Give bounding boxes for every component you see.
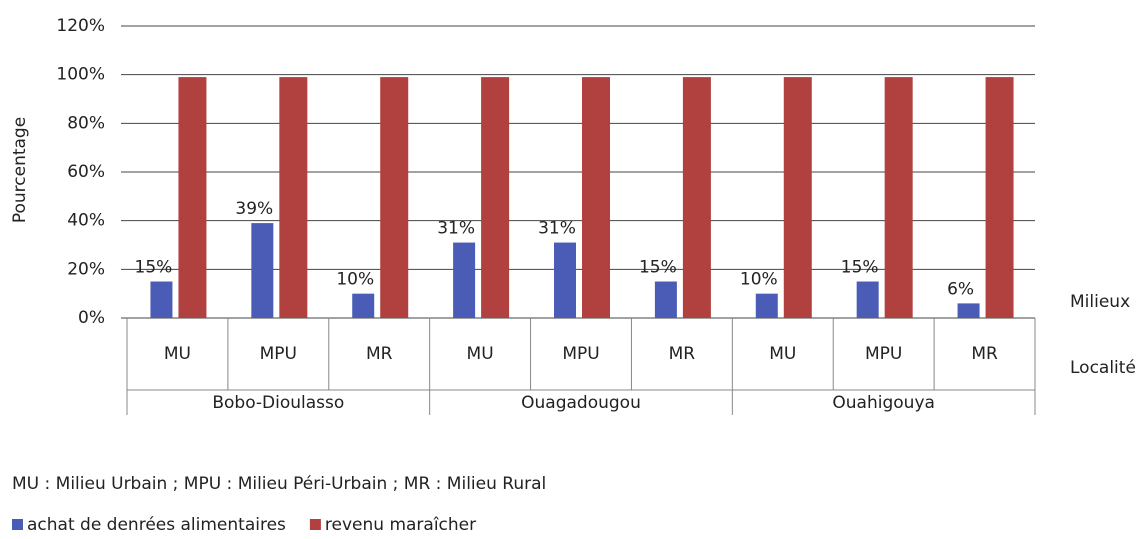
data-label: 10% [740, 270, 778, 290]
x-tick-label: MR [971, 344, 998, 364]
bar [380, 77, 409, 318]
data-label: 31% [538, 219, 576, 239]
y-tick-label: 0% [78, 308, 105, 328]
bar [582, 77, 610, 318]
x-tick-label: MU [164, 344, 191, 364]
legend-label: achat de denrées alimentaires [27, 515, 286, 535]
bar [682, 77, 711, 318]
data-label: 6% [947, 279, 974, 299]
bar [554, 242, 576, 318]
bar [783, 77, 812, 318]
bar [279, 77, 308, 318]
legend-label: revenu maraîcher [325, 515, 476, 535]
bar [957, 303, 980, 318]
y-tick-label: 40% [67, 211, 105, 231]
y-tick-label: 100% [56, 65, 105, 85]
data-label: 15% [841, 258, 879, 278]
x-tick-label: MR [669, 344, 696, 364]
y-tick-label: 20% [67, 259, 105, 279]
bar [985, 77, 1014, 318]
bar [453, 242, 476, 318]
bar [178, 77, 207, 318]
group-label: Ouahigouya [832, 393, 935, 413]
x-tick-label: MPU [260, 344, 297, 364]
note: MU : Milieu Urbain ; MPU : Milieu Péri-U… [12, 474, 546, 494]
y-tick-label: 60% [67, 162, 105, 182]
bar [755, 293, 778, 318]
group-label: Ouagadougou [521, 393, 641, 413]
legend-swatch [12, 519, 23, 530]
x-tick-label: MU [467, 344, 494, 364]
group-label: Bobo-Dioulasso [212, 393, 344, 413]
x-tick-label: MR [366, 344, 393, 364]
y-tick-label: 120% [56, 16, 105, 36]
x-tick-label: MPU [562, 344, 599, 364]
data-label: 15% [135, 258, 173, 278]
bar [352, 293, 375, 318]
bar [150, 281, 173, 318]
bar [251, 223, 274, 318]
y-axis-label: Pourcentage [10, 117, 30, 223]
data-label: 10% [336, 270, 374, 290]
legend-swatch [309, 519, 321, 530]
data-label: 15% [639, 258, 677, 278]
x-tick-label: MPU [865, 344, 902, 364]
x-tick-label: MU [769, 344, 796, 364]
data-label: 31% [437, 219, 475, 239]
y-tick-label: 80% [67, 113, 105, 133]
bar [856, 281, 879, 318]
bar [884, 77, 913, 318]
level-label: Localité [1070, 358, 1136, 378]
bar [654, 281, 677, 318]
bar [481, 77, 510, 318]
data-label: 39% [235, 199, 273, 219]
level-label: Milieux [1070, 292, 1130, 312]
